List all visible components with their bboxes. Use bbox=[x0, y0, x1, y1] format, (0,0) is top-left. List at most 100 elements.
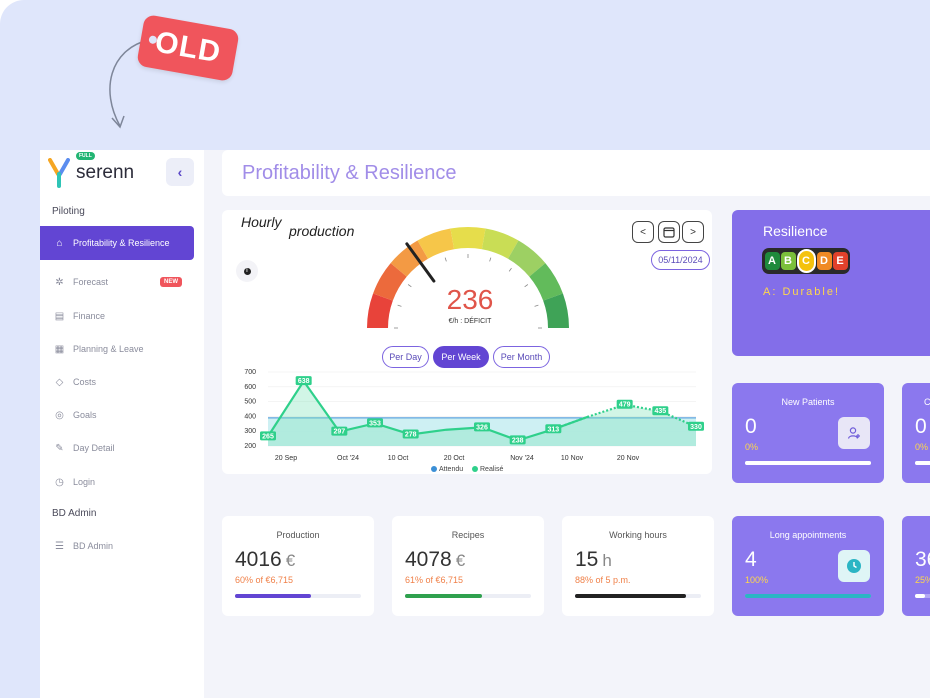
kpi-new-patients: New Patients 0 0% bbox=[732, 383, 884, 483]
serenn-logo-icon bbox=[48, 158, 70, 188]
collapse-sidebar-button[interactable]: ‹ bbox=[166, 158, 194, 186]
kpi-value: 4 bbox=[745, 548, 757, 571]
prev-button[interactable]: < bbox=[632, 221, 654, 243]
kpi-progress-fill bbox=[745, 594, 871, 598]
stat-sub: 88% of 5 p.m. bbox=[575, 575, 631, 585]
sidebar-item-day-detail[interactable]: ✎ Day Detail bbox=[40, 438, 204, 458]
stat-unit: € bbox=[285, 551, 296, 570]
y-tick-label: 300 bbox=[244, 428, 256, 435]
sidebar-item-login[interactable]: ◷ Login bbox=[40, 472, 204, 492]
gauge-tick bbox=[524, 284, 529, 288]
realise-forecast-line bbox=[552, 403, 697, 431]
stat-value: 4078 € bbox=[405, 548, 465, 572]
data-label: 435 bbox=[654, 408, 666, 415]
brand[interactable]: FULL serenn bbox=[48, 152, 134, 190]
stat-production: Production 4016 € 60% of €6,715 bbox=[222, 516, 374, 616]
clock-button[interactable] bbox=[838, 550, 870, 582]
kpi-progress-fill bbox=[915, 461, 930, 465]
resilience-subtitle: A: Durable! bbox=[763, 286, 841, 298]
section-piloting: Piloting bbox=[52, 206, 85, 217]
x-tick-label: 10 Oct bbox=[388, 455, 409, 462]
date-picker[interactable]: 05/11/2024 bbox=[651, 250, 710, 270]
data-label-box bbox=[509, 435, 526, 445]
kpi-label: Long appointments bbox=[769, 530, 847, 540]
gauge-value: 236 bbox=[446, 284, 494, 315]
x-tick-label: 20 Oct bbox=[444, 455, 465, 462]
legend-label: Attendu bbox=[439, 466, 463, 473]
sidebar-item-planning[interactable]: ▦ Planning & Leave bbox=[40, 339, 204, 359]
sidebar-item-finance[interactable]: ▤ Finance bbox=[40, 306, 204, 326]
x-tick-label: Oct '24 bbox=[337, 455, 359, 462]
y-tick-label: 700 bbox=[244, 369, 256, 376]
x-tick-label: 20 Sep bbox=[275, 455, 297, 462]
x-tick-label: 10 Nov bbox=[561, 455, 584, 462]
curved-arrow-icon bbox=[109, 39, 149, 129]
sidebar-item-label: Profitability & Resilience bbox=[73, 238, 170, 248]
sidebar-item-label: Day Detail bbox=[73, 443, 115, 453]
chart-icon: ▤ bbox=[54, 310, 65, 322]
add-user-button[interactable] bbox=[838, 417, 870, 449]
home-icon: ⌂ bbox=[56, 237, 63, 249]
tag-icon: ◇ bbox=[55, 376, 64, 388]
data-label-box bbox=[402, 429, 419, 439]
per-week-button[interactable]: Per Week bbox=[433, 346, 489, 368]
data-label-box bbox=[688, 421, 704, 431]
sidebar-item-label: BD Admin bbox=[73, 541, 114, 551]
stat-progress-fill bbox=[405, 594, 482, 598]
gauge-tick bbox=[508, 267, 512, 272]
stat-progress-fill bbox=[235, 594, 311, 598]
sidebar-item-forecast[interactable]: ✲ Forecast NEW bbox=[40, 272, 204, 292]
gauge-segment bbox=[417, 228, 455, 259]
grade-d: D bbox=[816, 252, 832, 270]
pen-icon: ✎ bbox=[55, 442, 64, 454]
gauge-segment bbox=[481, 228, 519, 259]
sidebar-item-goals[interactable]: ◎ Goals bbox=[40, 405, 204, 425]
gauge-tick bbox=[397, 304, 402, 307]
production-line-chart: 200 300 400 500 600 700 265 638 297 353 278 326 238 3… bbox=[244, 369, 704, 473]
realise-area bbox=[268, 381, 696, 446]
data-label: 330 bbox=[690, 424, 702, 431]
per-day-button[interactable]: Per Day bbox=[382, 346, 429, 368]
card-title-part2: production bbox=[289, 223, 355, 239]
stat-progress bbox=[235, 594, 361, 598]
y-tick-label: 200 bbox=[244, 443, 256, 450]
kpi-sub: 25% bbox=[915, 575, 930, 585]
grade-e: E bbox=[832, 252, 848, 270]
sidebar-item-bd-admin[interactable]: ☰ BD Admin bbox=[40, 536, 204, 556]
gauge-segment bbox=[373, 263, 407, 301]
data-label-box bbox=[545, 424, 562, 434]
kpi-sub: 0% bbox=[915, 442, 929, 452]
x-tick-label: Nov '24 bbox=[510, 455, 534, 462]
sidebar-item-label: Costs bbox=[73, 377, 97, 387]
gauge-tick bbox=[489, 257, 492, 262]
sidebar-item-label: Finance bbox=[73, 311, 106, 321]
page-title: Profitability & Resilience bbox=[242, 161, 457, 184]
per-month-button[interactable]: Per Month bbox=[493, 346, 550, 368]
calendar-button[interactable] bbox=[658, 221, 680, 243]
realise-line bbox=[267, 379, 590, 442]
data-label-box bbox=[331, 426, 348, 436]
stat-sub: 60% of €6,715 bbox=[235, 575, 294, 585]
kpi-long-appointments: Long appointments 4 100% bbox=[732, 516, 884, 616]
info-button[interactable]: i bbox=[236, 260, 258, 282]
legend-marker bbox=[472, 466, 478, 472]
sidebar-item-costs[interactable]: ◇ Costs bbox=[40, 372, 204, 392]
data-label: 638 bbox=[298, 378, 310, 385]
stat-value: 4016 € bbox=[235, 548, 295, 572]
next-button[interactable]: > bbox=[682, 221, 704, 243]
sidebar-item-profitability[interactable]: ⌂ Profitability & Resilience bbox=[40, 226, 194, 260]
gauge-needle bbox=[405, 242, 436, 283]
hourly-production-card: Hourly production i < > 05/11/2024 236 €… bbox=[222, 210, 712, 474]
legend-label: Realisé bbox=[480, 466, 503, 473]
data-label-box bbox=[295, 376, 312, 386]
stat-label: Recipes bbox=[451, 530, 485, 540]
gauge-segment bbox=[450, 227, 486, 250]
sidebar: FULL serenn ‹ Piloting ⌂ Profitability &… bbox=[40, 150, 204, 698]
stat-progress-fill bbox=[575, 594, 686, 598]
kpi-value: 0 bbox=[745, 415, 757, 438]
resilience-title: Resilience bbox=[763, 223, 828, 239]
gauge-segment bbox=[508, 240, 546, 277]
kpi-progress bbox=[745, 594, 871, 598]
y-tick-label: 500 bbox=[244, 399, 256, 406]
